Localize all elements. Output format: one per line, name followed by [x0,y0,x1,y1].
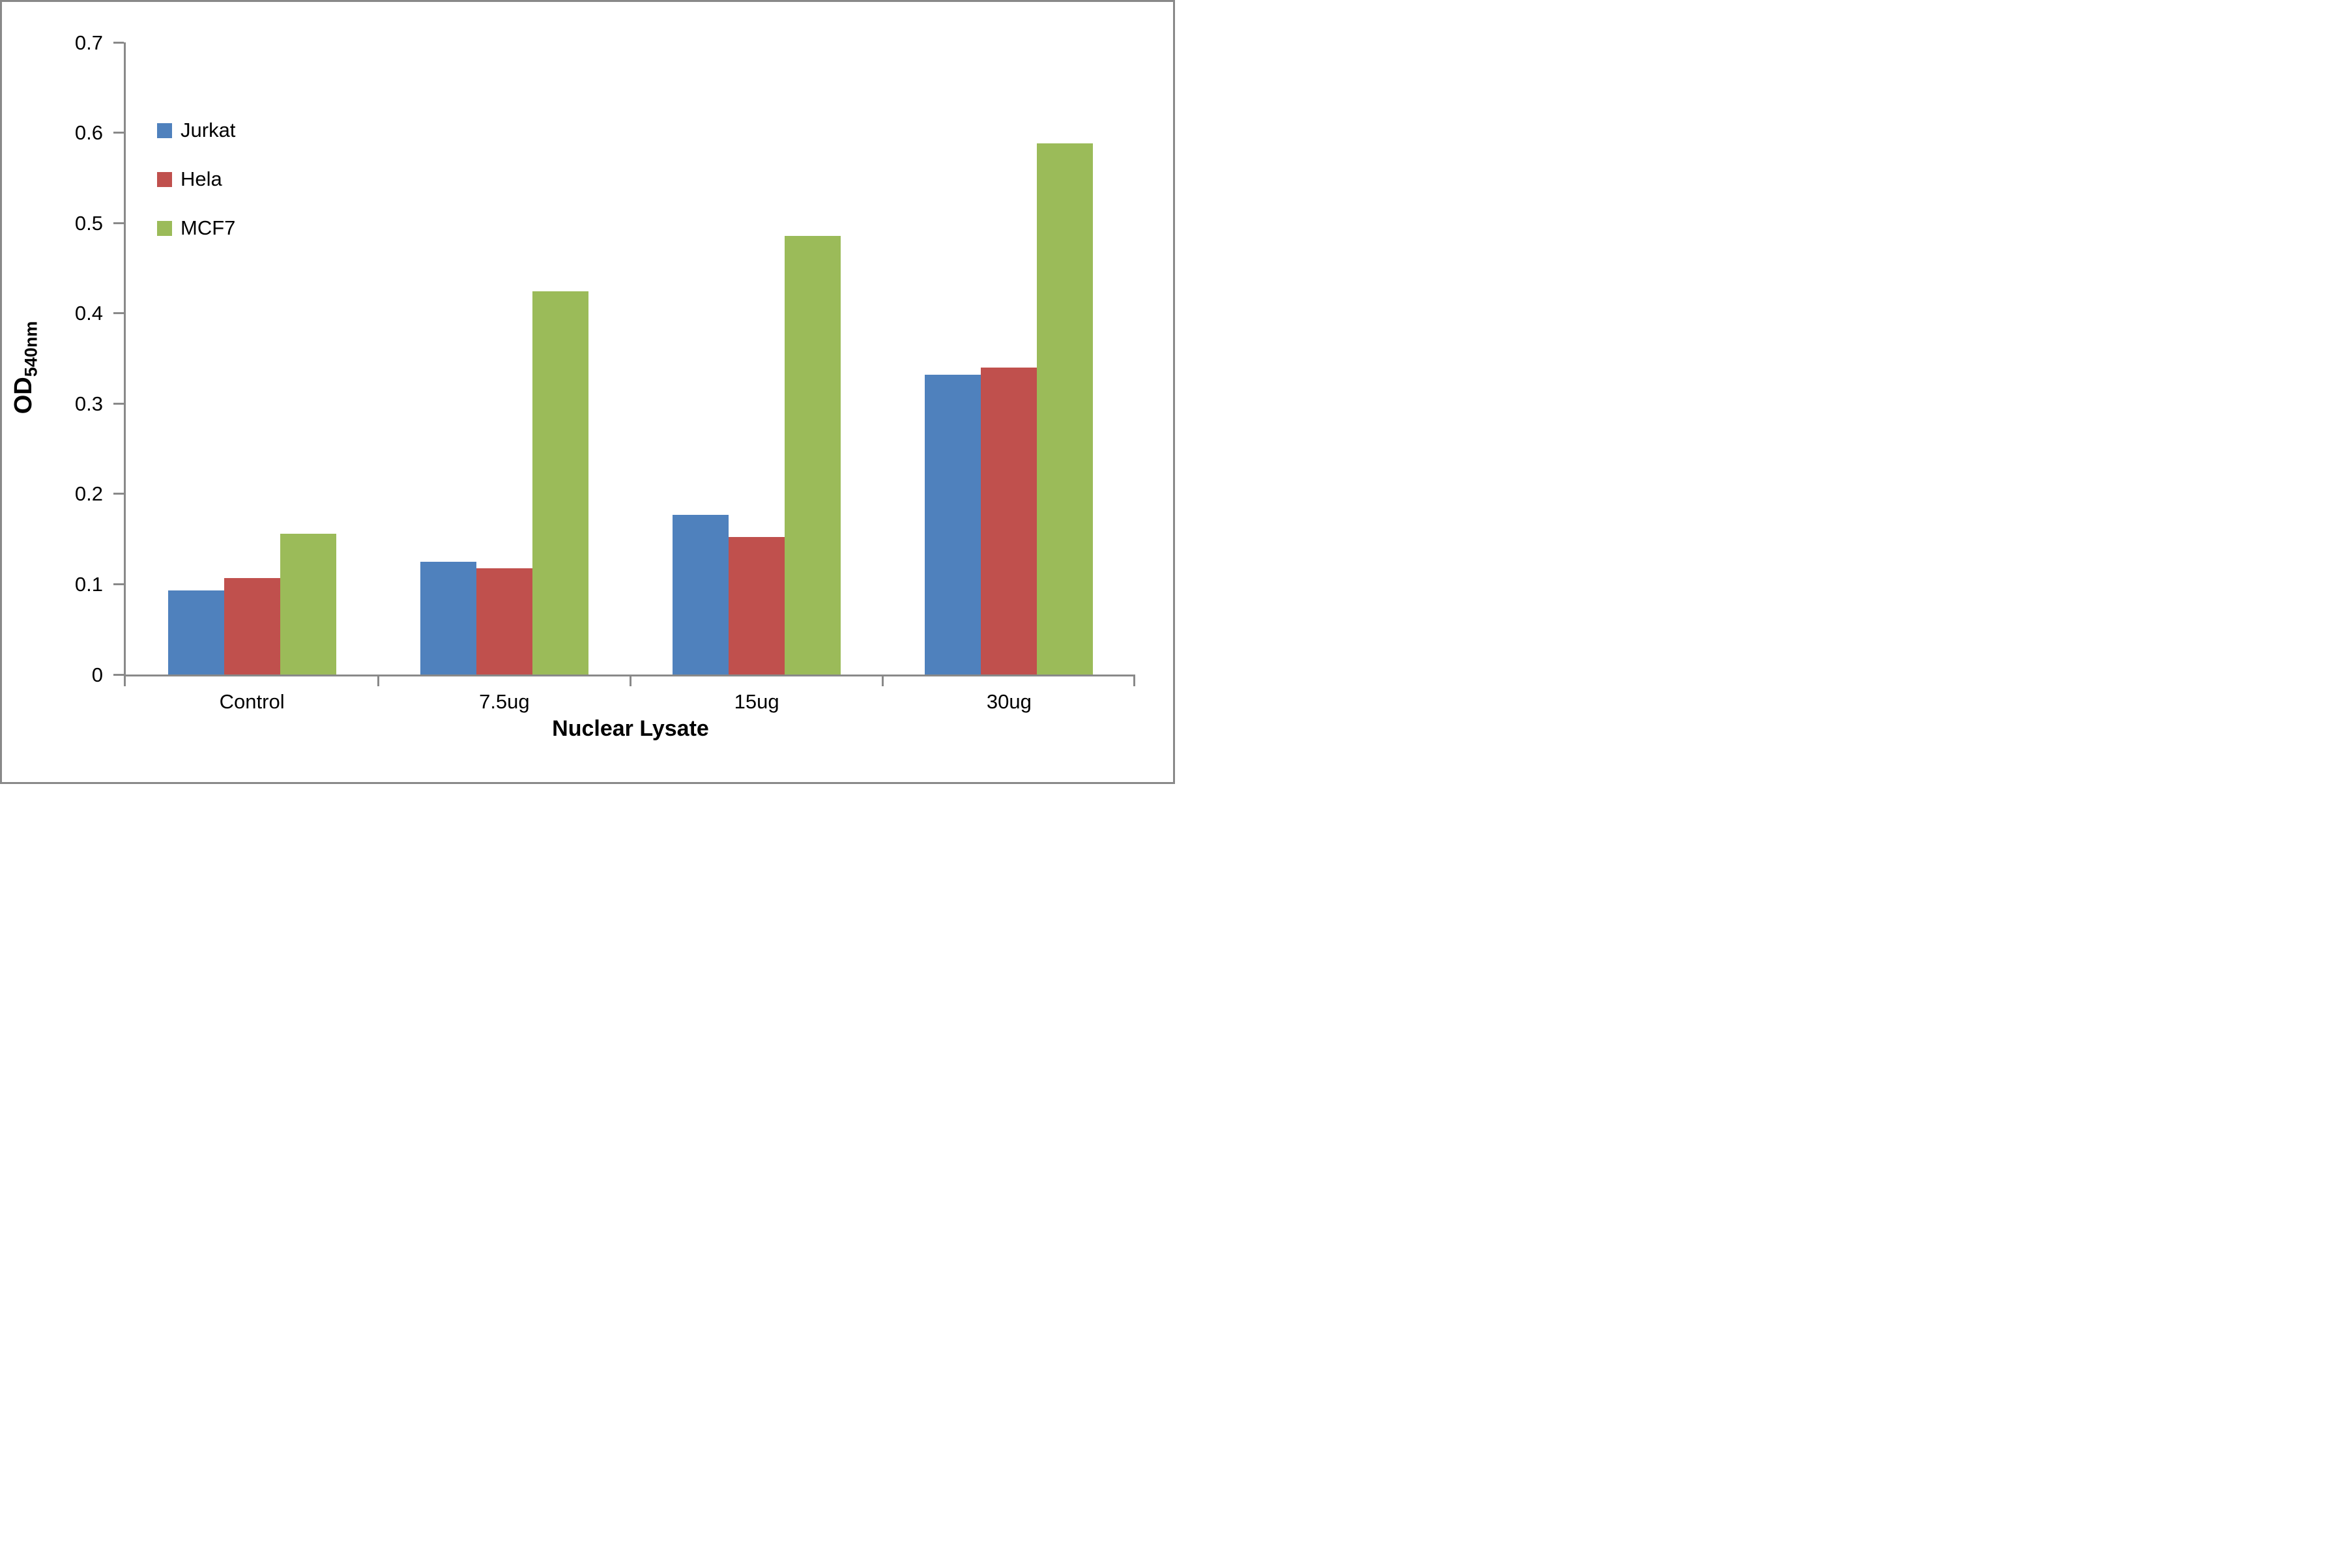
x-category-label-7.5ug: 7.5ug [479,690,530,713]
bar-hela-control [224,577,280,675]
x-tick-4 [1133,676,1135,686]
legend-item-hela: Hela [157,169,235,189]
y-axis-title-main: OD [10,377,37,414]
legend-item-jurkat: Jurkat [157,119,236,141]
y-tick-0 [113,673,124,676]
y-tick-label-0.7: 0.7 [74,31,103,54]
x-category-label-15ug: 15ug [734,690,779,713]
y-tick-label-0.5: 0.5 [74,211,103,235]
legend-swatch-hela [157,171,172,187]
x-category-label-30ug: 30ug [986,690,1032,713]
y-tick-label-0.1: 0.1 [74,572,103,596]
bar-hela-30ug [981,367,1037,675]
bar-hela-7.5ug [476,568,532,675]
bar-jurkat-7.5ug [420,561,476,675]
y-tick-label-0.6: 0.6 [74,121,103,145]
y-tick-0.6 [113,132,124,134]
legend-label-jurkat: Jurkat [181,119,236,141]
legend-label-mcf7: MCF7 [181,216,236,239]
x-axis-line [124,675,1135,676]
y-tick-0.1 [113,583,124,585]
bar-jurkat-control [167,590,224,675]
x-tick-1 [377,676,379,686]
y-tick-label-0.3: 0.3 [74,392,103,415]
bar-mcf7-control [280,533,336,675]
y-tick-0.7 [113,41,124,44]
y-tick-0.2 [113,493,124,495]
y-tick-0.3 [113,402,124,405]
y-tick-label-0.4: 0.4 [74,302,103,325]
chart-canvas: OD540nm 0 0.1 0.2 0.3 0.4 0.5 0.6 0.7 Control 7.5… [0,0,1175,784]
legend-swatch-mcf7 [157,220,172,236]
bar-jurkat-15ug [673,514,729,675]
x-axis-title: Nuclear Lysate [552,716,709,741]
x-tick-2 [630,676,631,686]
y-axis-line [124,42,126,676]
x-tick-0 [124,676,126,686]
bar-jurkat-30ug [925,374,981,675]
bar-hela-15ug [729,537,785,675]
x-category-label-control: Control [219,690,285,713]
bar-mcf7-30ug [1037,143,1094,675]
bar-mcf7-15ug [785,235,841,675]
legend-swatch-jurkat [157,123,172,138]
y-axis-title-subscript: 540nm [21,321,41,377]
y-tick-0.4 [113,312,124,315]
plot-area: 0 0.1 0.2 0.3 0.4 0.5 0.6 0.7 Control 7.5ug 15ug 30… [75,33,1135,713]
y-tick-label-0.2: 0.2 [74,482,103,506]
legend-label-hela: Hela [181,167,222,190]
y-tick-label-0: 0 [91,663,103,686]
y-tick-0.5 [113,222,124,224]
bar-mcf7-7.5ug [532,291,588,675]
legend-item-mcf7: MCF7 [157,218,235,238]
legend: Jurkat Hela MCF7 [157,119,236,238]
x-tick-3 [882,676,884,686]
